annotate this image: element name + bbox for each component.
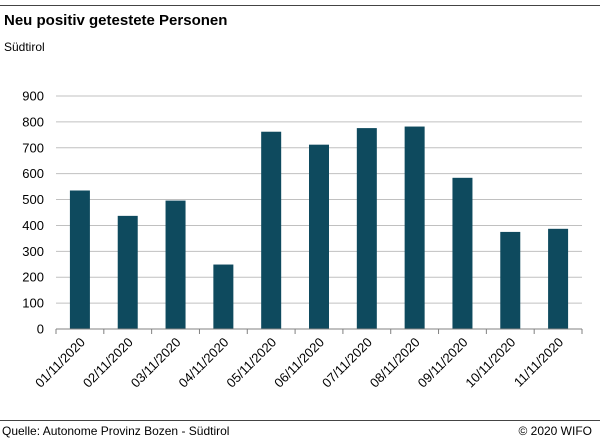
bottom-rule	[0, 420, 600, 421]
y-tick-label: 700	[22, 140, 44, 155]
chart-subtitle: Südtirol	[4, 40, 45, 54]
bar	[261, 131, 282, 329]
x-tick-label: 10/11/2020	[462, 335, 518, 391]
y-tick-label: 100	[22, 296, 44, 311]
copyright-note: © 2020 WIFO	[518, 424, 592, 438]
source-note: Quelle: Autonome Provinz Bozen - Südtiro…	[2, 424, 230, 438]
x-tick-label: 11/11/2020	[511, 335, 566, 390]
y-tick-label: 600	[22, 166, 44, 181]
y-tick-label: 800	[22, 114, 44, 129]
x-tick-label: 08/11/2020	[367, 335, 423, 391]
bar	[213, 264, 234, 329]
y-tick-label: 900	[22, 89, 44, 104]
y-tick-label: 0	[37, 322, 44, 337]
y-tick-label: 300	[22, 244, 44, 259]
x-tick-label: 04/11/2020	[176, 335, 232, 391]
bar	[69, 190, 90, 329]
x-tick-label: 01/11/2020	[32, 335, 88, 391]
y-tick-label: 400	[22, 218, 44, 233]
x-tick-label: 06/11/2020	[271, 335, 327, 391]
bar	[500, 231, 521, 329]
x-tick-label: 07/11/2020	[319, 335, 375, 391]
y-tick-label: 200	[22, 270, 44, 285]
bar	[309, 144, 329, 329]
bar	[452, 177, 473, 329]
x-tick-label: 03/11/2020	[128, 335, 184, 391]
x-tick-label: 09/11/2020	[415, 335, 471, 391]
top-rule	[0, 5, 600, 6]
x-tick-label: 05/11/2020	[223, 335, 279, 391]
bar	[404, 126, 425, 329]
bar	[356, 128, 377, 329]
bar	[117, 215, 138, 329]
bar	[548, 228, 569, 329]
x-tick-label: 02/11/2020	[80, 335, 136, 391]
bar-chart: 0 100 200 300 400 500 600 700 800 900 01/11/202002…	[22, 89, 583, 391]
bar	[165, 200, 186, 329]
y-tick-label: 500	[22, 192, 44, 207]
chart-title: Neu positiv getestete Personen	[4, 12, 228, 29]
